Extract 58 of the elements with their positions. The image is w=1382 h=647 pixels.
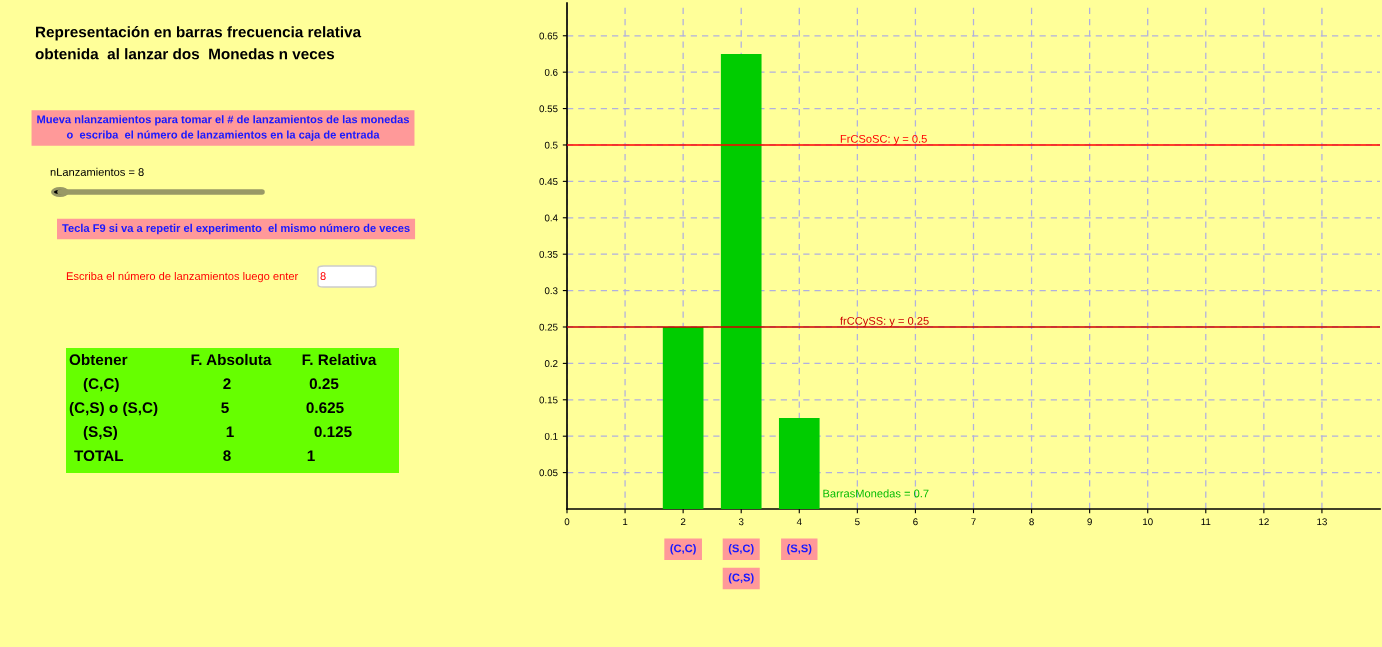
text: Escriba el número de lanzamientos luego enter bbox=[66, 271, 299, 283]
y-tick-label: 0.35 bbox=[539, 250, 558, 258]
text: (C,C) bbox=[670, 544, 696, 555]
text: Tecla F9 si va a repetir el experimento el mismo número de veces bbox=[62, 223, 410, 235]
text: F. Absoluta bbox=[191, 353, 272, 366]
x-tick-label: 6 bbox=[913, 518, 918, 526]
text: 0.25 bbox=[309, 378, 339, 390]
y-tick-label: 0.45 bbox=[539, 178, 558, 185]
x-tick-label: 0 bbox=[564, 518, 570, 526]
ref-line-label: FrCSoSC: y = 0.5 bbox=[840, 134, 927, 145]
y-tick-label: 0.05 bbox=[539, 469, 558, 477]
text: F. Relativa bbox=[302, 353, 377, 366]
bar bbox=[662, 326, 704, 509]
x-tick-label: 2 bbox=[680, 518, 686, 526]
text: (C,S) bbox=[728, 573, 754, 584]
y-tick-label: 0.65 bbox=[539, 32, 558, 40]
text: Obtener bbox=[69, 353, 128, 366]
text: (S,C) bbox=[728, 544, 754, 555]
text: 5 bbox=[221, 402, 229, 414]
text: nLanzamientos = 8 bbox=[50, 167, 144, 176]
y-tick-label: 0.25 bbox=[539, 323, 558, 331]
bar bbox=[778, 417, 820, 509]
x-tick-label: 5 bbox=[855, 518, 860, 526]
bar bbox=[720, 53, 762, 509]
y-tick-label: 0.15 bbox=[539, 396, 558, 404]
text: Representación en barras frecuencia relativa obtenida al lanzar dos Monedas n veces bbox=[35, 26, 362, 60]
y-tick-label: 0.3 bbox=[544, 287, 558, 295]
text: (C,S) o (S,C) bbox=[69, 401, 158, 417]
text: 8 bbox=[320, 272, 326, 280]
x-tick-label: 8 bbox=[1029, 518, 1034, 526]
y-tick-label: 0.55 bbox=[539, 105, 558, 113]
x-tick-label: 11 bbox=[1201, 518, 1211, 526]
text: TOTAL bbox=[74, 450, 124, 462]
text: (C,C) bbox=[83, 377, 119, 393]
y-tick-label: 0.2 bbox=[544, 360, 558, 368]
text: Mueva nlanzamientos para tomar el # de lanzamientos de las monedas o escriba el número de lanzamientos en la caja de entrada bbox=[37, 115, 410, 141]
y-tick-label: 0.4 bbox=[544, 214, 558, 222]
y-tick-label: 0.1 bbox=[544, 432, 558, 440]
text: 2 bbox=[223, 378, 231, 389]
x-tick-label: 13 bbox=[1317, 518, 1327, 526]
text: 0.125 bbox=[314, 426, 352, 438]
text: 1 bbox=[307, 450, 315, 461]
ref-line-label: frCCySS: y = 0.25 bbox=[840, 316, 929, 327]
text: (S,S) bbox=[83, 425, 118, 441]
annotation: BarrasMonedas = 0.7 bbox=[823, 489, 929, 498]
x-tick-label: 1 bbox=[623, 518, 628, 526]
x-tick-label: 12 bbox=[1259, 518, 1269, 526]
y-tick-label: 0.5 bbox=[544, 141, 558, 149]
text: 8 bbox=[223, 450, 231, 462]
x-tick-label: 9 bbox=[1087, 518, 1092, 526]
x-tick-label: 10 bbox=[1143, 518, 1153, 526]
text: 0.625 bbox=[306, 402, 344, 414]
x-tick-label: 7 bbox=[971, 518, 976, 526]
y-tick-label: 0.6 bbox=[544, 68, 558, 76]
text: (S,S) bbox=[787, 544, 812, 555]
text: 1 bbox=[226, 426, 234, 437]
x-tick-label: 3 bbox=[738, 518, 744, 526]
x-tick-label: 4 bbox=[796, 518, 802, 526]
